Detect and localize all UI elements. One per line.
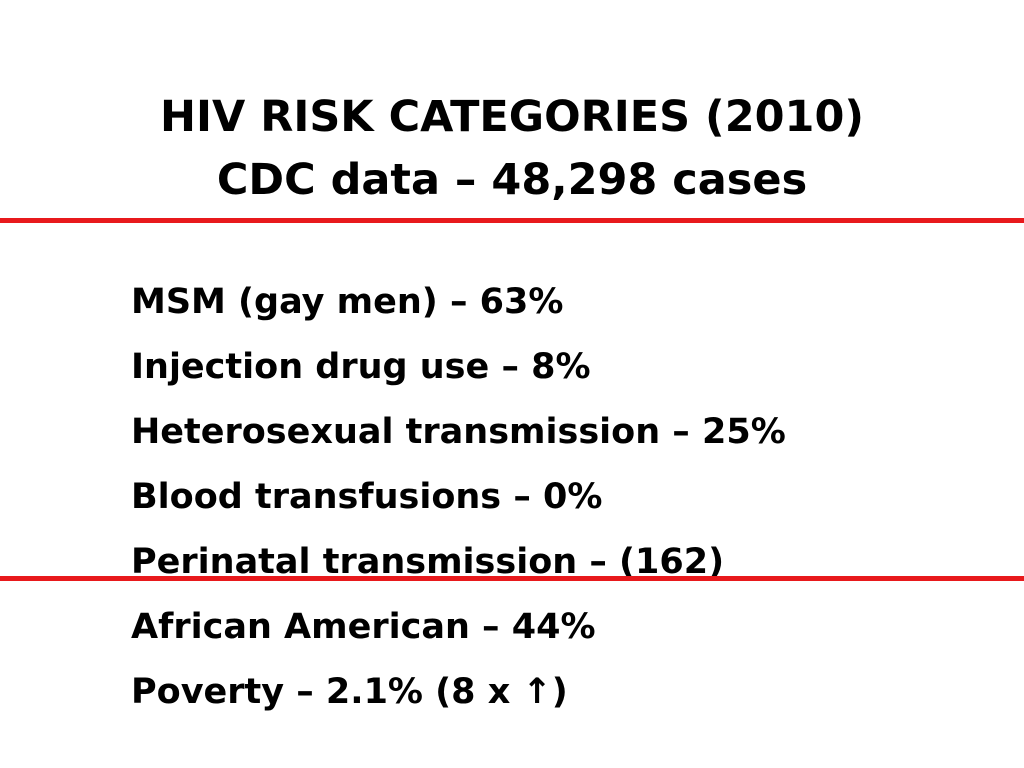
slide-title-line-2: CDC data – 48,298 cases xyxy=(216,155,808,205)
list-item: Perinatal transmission – (162) xyxy=(131,542,725,582)
red-divider-top xyxy=(0,218,1024,223)
red-divider-bottom xyxy=(0,576,1024,581)
risk-category-list: MSM (gay men) – 63% Injection drug use –… xyxy=(131,270,786,725)
list-item: Injection drug use – 8% xyxy=(131,347,591,387)
list-item: MSM (gay men) – 63% xyxy=(131,282,564,322)
slide-title-line-1: HIV RISK CATEGORIES (2010) xyxy=(159,92,865,142)
list-item: African American – 44% xyxy=(131,607,596,647)
list-item: Heterosexual transmission – 25% xyxy=(131,412,786,452)
list-item: Poverty – 2.1% (8 x ↑) xyxy=(131,672,568,712)
list-item: Blood transfusions – 0% xyxy=(131,477,603,517)
